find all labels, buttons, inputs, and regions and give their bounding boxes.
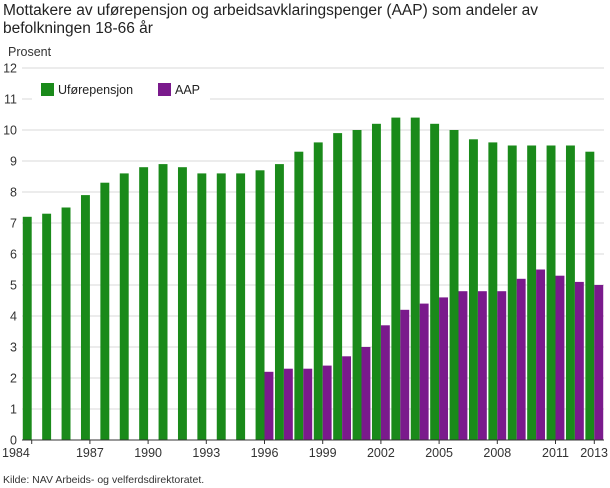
bar-aap-2009 [516,278,526,440]
bar-aap-2012 [574,281,584,440]
x-tick-label: 1996 [251,446,279,460]
x-tick-label: 2008 [483,446,511,460]
bar-uf-repensjon-2001 [352,130,362,440]
bar-aap-2000 [342,356,352,440]
x-tick-label: 2002 [367,446,395,460]
y-tick-label: 0 [10,434,17,448]
bar-uf-repensjon-1987 [80,195,90,440]
bar-uf-repensjon-1996 [255,170,265,441]
legend: Uførepensjon AAP [32,78,210,100]
bar-aap-2013 [594,285,604,440]
chart-title: Mottakere av uførepensjon og arbeidsavkl… [3,2,539,37]
source-note: Kilde: NAV Arbeids- og velferdsdirektora… [3,474,204,486]
y-tick-label: 2 [10,372,17,386]
y-tick-label: 5 [10,279,17,293]
bar-uf-repensjon-1994 [216,173,226,440]
bar-uf-repensjon-1985 [42,213,52,440]
bar-uf-repensjon-2005 [430,123,440,441]
y-tick-label: 3 [10,341,17,355]
bar-aap-2010 [536,269,546,440]
bar-uf-repensjon-1984 [22,216,32,440]
bar-aap-2011 [555,275,565,440]
bar-uf-repensjon-2003 [391,117,401,440]
bar-uf-repensjon-2007 [468,139,478,441]
bar-uf-repensjon-1993 [197,173,207,440]
bar-uf-repensjon-2008 [488,142,498,440]
x-tick-label: 1984 [2,446,30,460]
bar-uf-repensjon-1986 [61,207,71,440]
bar-aap-2004 [419,303,429,440]
legend-swatch-aap [158,83,171,96]
y-tick-label: 4 [10,310,17,324]
bar-aap-2003 [400,309,410,440]
bar-uf-repensjon-2013 [585,151,595,440]
bar-uf-repensjon-2011 [546,145,556,440]
bar-uf-repensjon-1995 [236,173,246,440]
y-tick-label: 6 [10,248,17,262]
grid-lines [22,67,604,441]
bar-uf-repensjon-1988 [100,182,110,440]
bar-uf-repensjon-1997 [274,164,284,440]
bar-uf-repensjon-2002 [371,123,381,441]
x-tick-label: 1993 [192,446,220,460]
legend-swatch-uf-repensjon [41,83,54,96]
x-tick-label: 1999 [309,446,337,460]
bar-uf-repensjon-1991 [158,164,168,440]
bar-uf-repensjon-1992 [177,167,187,440]
bar-aap-2002 [380,325,390,440]
x-tick-label: 1987 [76,446,104,460]
bar-uf-repensjon-1998 [294,151,304,440]
bars [22,117,604,441]
series-aap [264,269,604,440]
y-tick-label: 7 [10,217,17,231]
series-uf-repensjon [22,117,595,441]
bar-uf-repensjon-1989 [119,173,129,440]
bar-aap-2001 [361,347,371,440]
bar-aap-2008 [497,291,507,440]
x-tick-label: 2013 [580,446,608,460]
bar-uf-repensjon-2000 [333,133,343,440]
y-tick-label: 12 [3,62,17,76]
bar-uf-repensjon-2010 [527,145,537,440]
bar-uf-repensjon-2006 [449,130,459,440]
y-tick-label: 9 [10,155,17,169]
x-tick-label: 1990 [134,446,162,460]
y-tick-label: 10 [3,124,17,138]
bar-aap-2005 [439,297,449,440]
x-tick-label: 2011 [542,446,569,460]
bar-uf-repensjon-2004 [410,117,420,440]
bar-aap-1999 [322,365,332,440]
legend-label-uf-repensjon: Uførepensjon [58,83,133,97]
bar-aap-2007 [477,291,487,440]
y-tick-label: 1 [10,403,17,417]
x-tick-label: 2005 [425,446,453,460]
bar-aap-1997 [283,368,293,440]
y-tick-label: 8 [10,186,17,200]
bar-aap-2006 [458,291,468,440]
legend-label-aap: AAP [175,83,200,97]
y-tick-label: 11 [4,93,17,107]
bar-uf-repensjon-1999 [313,142,323,440]
bar-aap-1998 [303,368,313,440]
bar-uf-repensjon-1990 [139,167,149,440]
bar-uf-repensjon-2009 [507,145,517,440]
y-axis-title: Prosent [8,45,52,59]
bar-uf-repensjon-2012 [565,145,575,440]
bar-aap-1996 [264,371,274,440]
